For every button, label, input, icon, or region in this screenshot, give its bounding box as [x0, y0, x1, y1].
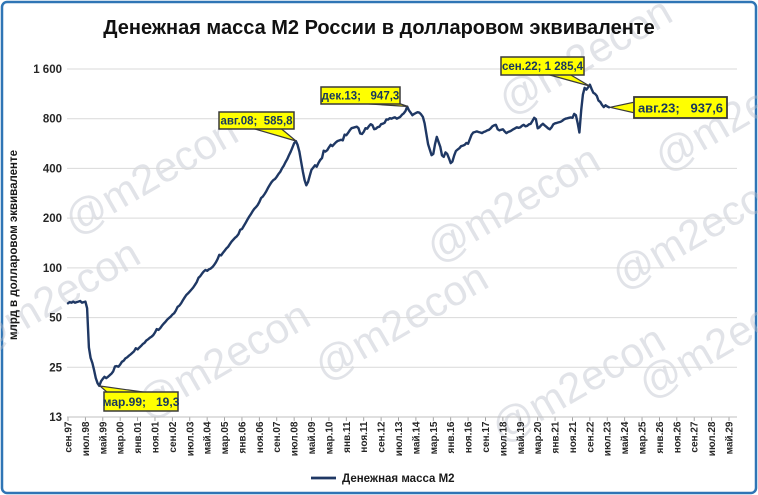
x-tick-label: май.14	[411, 421, 422, 454]
x-tick-label: сен.12	[377, 421, 388, 453]
callout-box	[500, 56, 585, 76]
x-tick-label: ноя.21	[568, 421, 579, 453]
x-tick-label: мар.25	[638, 421, 649, 454]
x-tick-label: июл.28	[707, 421, 718, 456]
legend: Денежная масса М2	[311, 473, 455, 485]
x-tick-label: сен.17	[481, 421, 492, 453]
x-tick-label: ноя.01	[151, 421, 162, 453]
callout-avg08: авг.08; 585,8	[218, 111, 297, 142]
x-tick-label: мар.00	[116, 421, 127, 454]
x-tick-label: июл.13	[394, 421, 405, 456]
x-tick-label: мар.20	[533, 421, 544, 454]
y-tick-label: 13	[49, 412, 62, 424]
x-tick-label: мар.15	[429, 421, 440, 454]
x-tick-label: май.04	[203, 421, 214, 454]
gridlines	[67, 68, 737, 368]
x-tick-label: май.99	[98, 421, 109, 454]
callout-avg23: авг.23; 937,6	[609, 96, 728, 119]
y-tick-label: 800	[43, 114, 62, 126]
x-tick-label: сен.27	[690, 421, 701, 453]
callout-label: сен.22; 1 285,4	[502, 61, 584, 73]
y-axis-labels: 1 600 800 400 200 100 50 25 13	[33, 64, 62, 424]
callout-sen22: сен.22; 1 285,4	[500, 56, 590, 87]
callout-dek13: дек.13; 947,3	[320, 86, 409, 108]
x-axis-labels: сен.97 июл.98 май.99 мар.00 янв.01 ноя.01 сен.…	[64, 417, 736, 456]
x-tick-label: сен.07	[272, 421, 283, 453]
x-tick-label: июл.18	[498, 421, 509, 456]
x-tick-label: ноя.16	[464, 421, 475, 453]
x-tick-label: июл.03	[185, 421, 196, 456]
x-tick-label: июл.08	[290, 421, 301, 456]
x-tick-label: янв.21	[551, 421, 562, 453]
callout-label: авг.08; 585,8	[220, 116, 293, 128]
y-axis-title: млрд в долларовом эквиваленте	[8, 150, 20, 340]
y-tick-label: 100	[43, 263, 62, 275]
y-tick-label: 200	[43, 213, 62, 225]
callout-mar99: мар.99; 19,3	[98, 385, 180, 412]
callout-box	[103, 391, 179, 412]
x-tick-label: янв.16	[446, 421, 457, 453]
x-tick-label: май.29	[725, 421, 736, 454]
x-tick-label: сен.02	[168, 421, 179, 453]
x-tick-label: янв.06	[238, 421, 249, 453]
x-tick-label: май.09	[307, 421, 318, 454]
callout-box	[320, 86, 401, 105]
x-tick-label: сен.97	[64, 421, 75, 453]
callout-label: дек.13; 947,3	[322, 91, 400, 103]
y-tick-label: 400	[43, 163, 62, 175]
x-tick-label: июл.23	[603, 421, 614, 456]
x-tick-label: янв.11	[342, 421, 353, 453]
y-tick-label: 25	[49, 362, 62, 374]
callout-label: авг.23; 937,6	[638, 100, 723, 115]
y-tick-label: 1 600	[33, 64, 62, 76]
callout-label: мар.99; 19,3	[103, 395, 180, 409]
callout-box	[218, 111, 295, 130]
x-tick-label: мар.10	[324, 421, 335, 454]
x-tick-label: мар.05	[220, 421, 231, 454]
callout-box	[633, 96, 728, 119]
x-tick-label: май.19	[516, 421, 527, 454]
y-tick-label: 50	[49, 313, 62, 325]
x-tick-label: сен.22	[585, 421, 596, 453]
chart-title: Денежная масса М2 России в долларовом эк…	[103, 17, 654, 39]
x-tick-label: янв.01	[133, 421, 144, 453]
legend-label: Денежная масса М2	[342, 473, 455, 485]
x-tick-label: май.24	[620, 421, 631, 454]
m2-series-line	[66, 83, 611, 387]
x-tick-label: ноя.26	[672, 421, 683, 453]
x-tick-label: июл.98	[81, 421, 92, 456]
x-tick-label: янв.26	[655, 421, 666, 453]
x-tick-label: ноя.11	[359, 421, 370, 453]
x-tick-label: ноя.06	[255, 421, 266, 453]
